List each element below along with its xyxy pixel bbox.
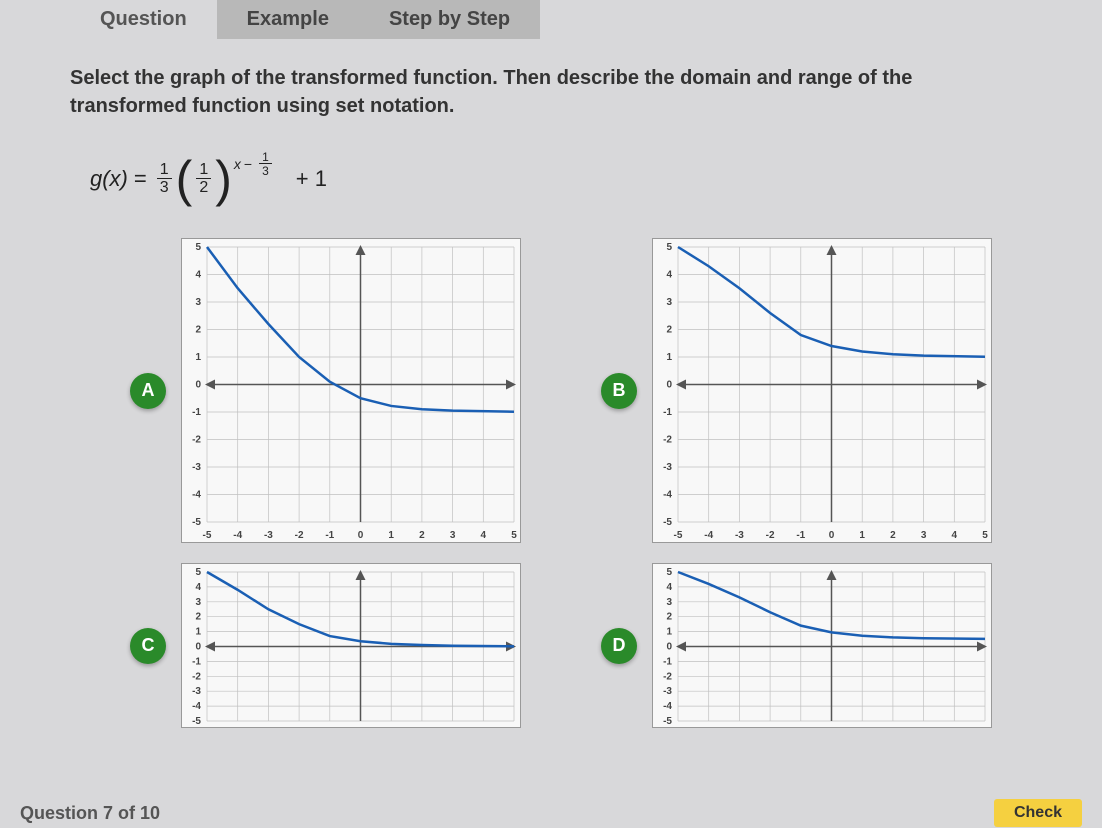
svg-text:5: 5 (982, 530, 988, 541)
option-a-button[interactable]: A (130, 373, 166, 409)
svg-text:-3: -3 (192, 686, 201, 697)
svg-text:-4: -4 (192, 701, 201, 712)
graphs-grid: A -5-4-3-2-1012345-5-4-3-2-1012345 B -5-… (130, 238, 1072, 728)
svg-text:4: 4 (666, 270, 672, 281)
svg-text:-1: -1 (192, 407, 201, 418)
svg-text:5: 5 (666, 242, 672, 253)
formula-base: 1 2 (196, 162, 211, 196)
footer-bar: Question 7 of 10 Check (0, 798, 1102, 828)
svg-text:2: 2 (666, 325, 672, 336)
svg-text:-1: -1 (796, 530, 805, 541)
svg-text:-2: -2 (295, 530, 304, 541)
graph-a[interactable]: -5 -4 -3 -2 -1 0 1 2 3 4 5 -5 -4 -3 -2 -1 0 1 2 3 4 5 (181, 238, 521, 543)
svg-text:1: 1 (195, 627, 201, 638)
svg-text:3: 3 (450, 530, 456, 541)
svg-text:4: 4 (195, 582, 201, 593)
svg-text:3: 3 (195, 597, 201, 608)
svg-text:0: 0 (666, 642, 672, 653)
svg-text:5: 5 (195, 242, 201, 253)
svg-text:4: 4 (195, 270, 201, 281)
svg-text:-4: -4 (663, 490, 672, 501)
page-indicator: Question 7 of 10 (20, 803, 160, 824)
option-d-button[interactable]: D (601, 628, 637, 664)
svg-text:2: 2 (195, 612, 201, 623)
question-prompt: Select the graph of the transformed func… (70, 64, 1032, 120)
svg-text:-4: -4 (663, 701, 672, 712)
svg-text:-5: -5 (663, 716, 672, 727)
svg-text:-5: -5 (674, 530, 683, 541)
svg-text:-5: -5 (203, 530, 212, 541)
svg-text:2: 2 (195, 325, 201, 336)
svg-text:0: 0 (666, 380, 672, 391)
svg-text:5: 5 (511, 530, 517, 541)
svg-text:2: 2 (666, 612, 672, 623)
formula-equals: = (134, 166, 147, 192)
svg-text:4: 4 (666, 582, 672, 593)
tab-question[interactable]: Question (70, 0, 217, 39)
svg-text:0: 0 (195, 380, 201, 391)
formula-display: g(x) = 1 3 ( 1 2 ) x − 1 3 + 1 (90, 150, 1072, 208)
svg-text:5: 5 (195, 567, 201, 578)
svg-text:0: 0 (195, 642, 201, 653)
svg-text:-4: -4 (704, 530, 713, 541)
svg-text:-2: -2 (663, 671, 672, 682)
svg-text:-5: -5 (192, 716, 201, 727)
svg-text:-1: -1 (192, 656, 201, 667)
paren-open: ( (176, 150, 193, 208)
paren-close: ) (215, 150, 232, 208)
formula-gx: g(x) (90, 166, 128, 192)
svg-text:-1: -1 (663, 656, 672, 667)
svg-text:3: 3 (666, 597, 672, 608)
svg-text:-3: -3 (735, 530, 744, 541)
tab-step-by-step[interactable]: Step by Step (359, 0, 540, 39)
svg-text:-5: -5 (663, 517, 672, 528)
svg-text:2: 2 (890, 530, 896, 541)
svg-text:3: 3 (666, 297, 672, 308)
svg-text:-2: -2 (663, 435, 672, 446)
svg-text:-5: -5 (192, 517, 201, 528)
formula-coefficient: 1 3 (157, 162, 172, 196)
svg-text:1: 1 (388, 530, 394, 541)
graph-d[interactable]: -5 -4 -3 -2 -1 0 1 2 3 4 5 (652, 563, 992, 728)
svg-text:-2: -2 (766, 530, 775, 541)
svg-text:-3: -3 (264, 530, 273, 541)
svg-text:-4: -4 (192, 490, 201, 501)
svg-text:-4: -4 (233, 530, 242, 541)
svg-text:3: 3 (195, 297, 201, 308)
formula-exponent: x − 1 3 (234, 151, 276, 177)
tabs-bar: Question Example Step by Step (70, 0, 1072, 39)
svg-text:3: 3 (921, 530, 927, 541)
svg-text:-2: -2 (192, 671, 201, 682)
svg-text:2: 2 (419, 530, 425, 541)
svg-text:1: 1 (195, 352, 201, 363)
svg-text:1: 1 (666, 352, 672, 363)
formula-constant: + 1 (296, 166, 327, 192)
tab-example[interactable]: Example (217, 0, 359, 39)
svg-text:0: 0 (358, 530, 364, 541)
svg-text:4: 4 (481, 530, 487, 541)
svg-text:-3: -3 (663, 686, 672, 697)
svg-text:5: 5 (666, 567, 672, 578)
svg-text:1: 1 (666, 627, 672, 638)
svg-text:-3: -3 (192, 462, 201, 473)
graph-c[interactable]: -5 -4 -3 -2 -1 0 1 2 3 4 5 (181, 563, 521, 728)
svg-text:1: 1 (859, 530, 865, 541)
check-button[interactable]: Check (994, 799, 1082, 827)
svg-text:4: 4 (952, 530, 958, 541)
graph-b[interactable]: -5 -4 -3 -2 -1 0 1 2 3 4 5 -5 -4 -3 -2 -1 0 1 2 3 4 5 (652, 238, 992, 543)
option-b-button[interactable]: B (601, 373, 637, 409)
svg-text:-1: -1 (325, 530, 334, 541)
svg-text:0: 0 (829, 530, 835, 541)
option-c-button[interactable]: C (130, 628, 166, 664)
svg-text:-1: -1 (663, 407, 672, 418)
svg-text:-3: -3 (663, 462, 672, 473)
svg-text:-2: -2 (192, 435, 201, 446)
